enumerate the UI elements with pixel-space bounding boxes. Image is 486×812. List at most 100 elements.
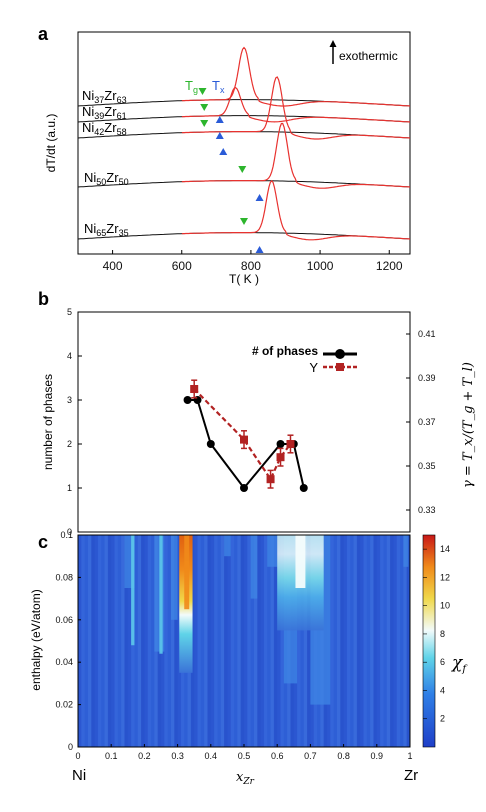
heatmap-cell	[204, 535, 208, 747]
heatmap-cell	[190, 535, 195, 747]
heatmap-cell	[300, 535, 305, 747]
tg-marker	[238, 166, 247, 173]
x-tick-label: 400	[103, 259, 123, 273]
dsc-curve-red	[181, 87, 411, 123]
phases-point	[276, 440, 285, 448]
heatmap-cell	[343, 535, 348, 747]
heatmap-cell	[244, 535, 248, 747]
panel-b-y-ticks: 0 1 2 3 4 5	[67, 307, 82, 537]
heatmap-cell	[167, 535, 172, 747]
heatmap-cell	[370, 535, 374, 747]
panel-c-ylabel: enthalpy (eV/atom)	[29, 589, 43, 690]
colorbar	[422, 534, 436, 748]
tg-marker	[200, 120, 209, 127]
panel-c-y-ticks: 0 0.02 0.04 0.06 0.08 0.1	[55, 530, 81, 752]
heatmap-cell	[263, 535, 268, 747]
heatmap-cell	[234, 535, 238, 747]
panel-c-x-ticks: 0 0.1 0.2 0.3 0.4 0.5 0.6 0.7 0.8 0.9 1	[75, 744, 413, 761]
alloy-label: Ni37Zr63	[82, 88, 127, 105]
panel-a-xlabel: T( K )	[229, 272, 259, 286]
legend-phases-label: # of phases	[252, 344, 318, 358]
heatmap-cell	[240, 535, 245, 747]
heatmap-cell	[330, 535, 335, 747]
gamma-point	[286, 440, 295, 448]
colorbar-tick-label: 8	[440, 629, 445, 639]
heatmap-cell	[360, 535, 365, 747]
heatmap-cell	[250, 535, 255, 747]
tx-marker	[215, 116, 224, 123]
colorbar-ticks: 2 4 6 8 10 12 14	[423, 544, 450, 724]
heatmap-cell	[307, 535, 311, 747]
heatmap-cell	[277, 535, 282, 747]
heatmap-cell	[295, 535, 306, 588]
tg-label: Tg	[185, 78, 198, 95]
dsc-curve-red	[181, 179, 411, 241]
heatmap-cell	[373, 535, 378, 747]
x-tick-label: 0.8	[337, 751, 350, 761]
heatmap-cell	[124, 535, 129, 747]
heatmap-cell	[400, 535, 404, 747]
heatmap-cell	[147, 535, 152, 747]
heatmap-cell	[280, 535, 285, 747]
heatmap-cell	[94, 535, 99, 747]
panel-a-frame	[77, 31, 411, 255]
y2-tick-label: 0.39	[418, 373, 436, 383]
panel-c-heatmap: 0 0.1 0.2 0.3 0.4 0.5 0.6 0.7 0.8 0.9 1 00.020.040…	[29, 530, 468, 787]
heatmap-cell	[137, 535, 142, 747]
colorbar-tick-label: 4	[440, 685, 445, 695]
x-tick-label: 1200	[376, 259, 403, 273]
colorbar-label: χf	[451, 653, 468, 675]
colorbar-tick-label: 2	[440, 714, 445, 724]
x-tick-label: 0.7	[304, 751, 317, 761]
colorbar-tick-label: 6	[440, 657, 445, 667]
heatmap-cell	[333, 535, 338, 747]
heatmap-cell	[91, 535, 96, 747]
heatmap-cell	[184, 535, 190, 610]
gamma-line	[193, 388, 292, 482]
x-tick-label: 0.5	[238, 751, 251, 761]
heatmap-cell	[134, 535, 139, 747]
y2-tick-label: 0.37	[418, 417, 436, 427]
heatmap-cell	[403, 535, 408, 747]
colorbar-tick-label: 14	[440, 544, 450, 554]
x-tick-label: 0	[75, 751, 80, 761]
x-tick-label: 0.2	[138, 751, 151, 761]
colorbar-tick-label: 12	[440, 572, 450, 582]
heatmap-cell	[220, 535, 225, 747]
heatmap-cell	[247, 535, 252, 747]
heatmap-cell	[127, 535, 132, 747]
heatmap-cell	[230, 535, 235, 747]
heatmap-cell	[356, 535, 361, 747]
dsc-curves	[77, 46, 411, 241]
panel-b-y2-ticks: 0.33 0.35 0.37 0.39 0.41	[406, 329, 436, 515]
heatmap-cell	[141, 535, 145, 747]
panel-a-x-ticks: 400 600 800 1000 1200	[103, 250, 403, 273]
dsc-curve-red	[181, 122, 411, 189]
y-tick-label: 0.08	[55, 572, 73, 582]
heatmap-cell	[267, 535, 278, 567]
heatmap-cell	[164, 535, 169, 747]
x-end-label-zr: Zr	[404, 767, 418, 784]
x-tick-label: 0.4	[205, 751, 218, 761]
y-tick-label: 2	[67, 439, 72, 449]
exothermic-label: exothermic	[339, 49, 398, 63]
heatmap-cell	[350, 535, 355, 747]
y-tick-label: 0.1	[60, 530, 73, 540]
heatmap-cell	[227, 535, 232, 747]
x-tick-label: 0.9	[371, 751, 384, 761]
heatmap-cell	[217, 535, 222, 747]
tg-marker	[198, 88, 207, 95]
heatmap-cell	[270, 535, 275, 747]
panel-b-series	[183, 379, 308, 492]
heatmap-cell	[366, 535, 371, 747]
heatmap-cell	[117, 535, 122, 747]
x-tick-label: 0.3	[171, 751, 184, 761]
y2-tick-label: 0.35	[418, 461, 436, 471]
y-tick-label: 0.02	[55, 700, 73, 710]
heatmap-cell	[174, 535, 179, 747]
heatmap-cell	[267, 535, 272, 747]
y2-tick-label: 0.33	[418, 505, 436, 515]
heatmap-cell	[363, 535, 368, 747]
